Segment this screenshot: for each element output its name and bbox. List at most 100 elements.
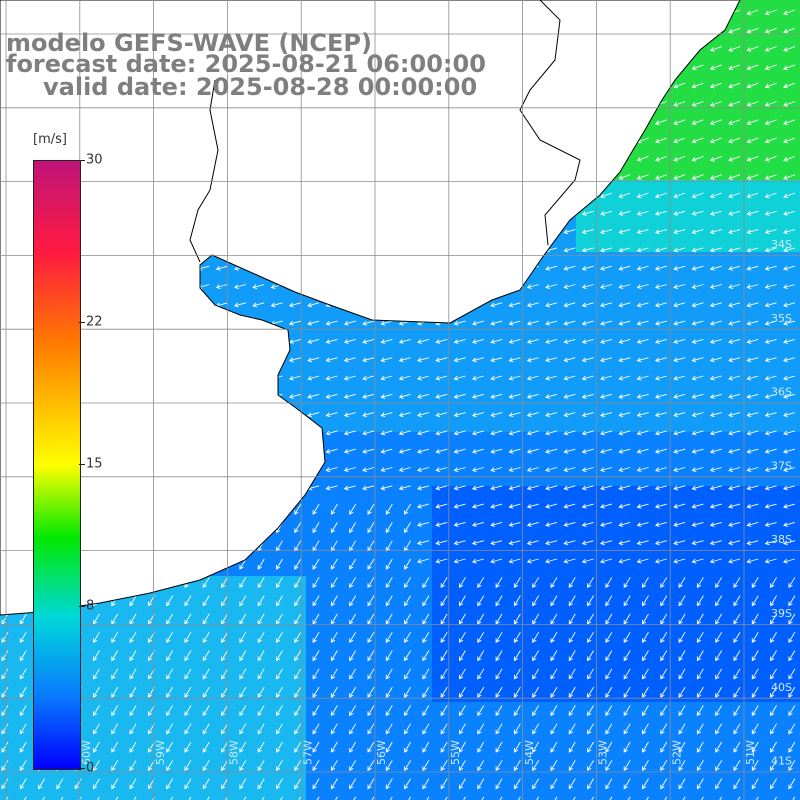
wind-arrow — [719, 796, 723, 800]
wind-arrow — [783, 247, 796, 253]
wind-arrow — [764, 174, 777, 180]
wind-arrow — [495, 595, 503, 607]
wind-arrow — [298, 796, 302, 800]
wind-arrow — [349, 503, 357, 515]
wind-arrow — [550, 595, 558, 607]
wind-arrow — [696, 595, 704, 607]
wind-arrow — [728, 448, 741, 454]
wind-arrow — [654, 467, 667, 473]
wind-arrow — [422, 577, 430, 589]
wind-arrow — [715, 741, 723, 753]
wind-arrow — [764, 101, 777, 107]
wind-arrow — [673, 192, 686, 199]
longitude-label: 51W — [744, 740, 757, 765]
wind-arrow — [770, 650, 777, 662]
wind-arrow — [550, 631, 558, 643]
wind-arrow — [536, 796, 540, 800]
wind-arrow — [673, 119, 686, 126]
wind-arrow — [202, 741, 210, 753]
longitude-label: 52W — [670, 740, 683, 765]
latitude-label: 36S — [771, 386, 792, 399]
wind-arrow — [508, 521, 521, 527]
longitude-label: 54W — [523, 740, 536, 765]
wind-arrow — [673, 210, 686, 216]
wind-arrow — [600, 265, 613, 271]
wind-arrow — [678, 650, 686, 662]
wind-arrow — [417, 540, 430, 546]
wind-arrow — [642, 595, 649, 607]
wind-arrow — [605, 723, 613, 735]
wind-arrow — [453, 503, 466, 509]
wind-arrow — [764, 9, 777, 16]
wind-arrow — [239, 705, 247, 717]
wind-arrow — [563, 247, 576, 253]
wind-arrow — [618, 174, 631, 180]
wind-arrow — [362, 375, 375, 381]
wind-arrow — [243, 796, 247, 800]
wind-arrow — [605, 631, 613, 643]
wind-arrow — [93, 631, 100, 643]
wind-arrow — [417, 448, 430, 454]
wind-arrow — [701, 796, 704, 800]
wind-arrow — [526, 302, 539, 308]
wind-arrow — [673, 430, 686, 436]
wind-arrow — [581, 448, 594, 454]
wind-arrow — [618, 521, 631, 527]
wind-arrow — [477, 577, 485, 589]
wind-arrow — [261, 796, 265, 800]
wind-arrow — [459, 631, 466, 643]
wind-arrow — [202, 760, 210, 772]
wind-arrow — [513, 595, 521, 607]
wind-arrow — [435, 485, 448, 491]
wind-arrow — [459, 613, 466, 625]
wind-arrow — [215, 265, 228, 271]
wind-arrow — [495, 760, 503, 772]
wind-arrow — [654, 320, 667, 326]
wind-arrow — [257, 558, 265, 570]
wind-arrow — [654, 448, 667, 454]
wind-arrow — [499, 796, 503, 800]
wind-arrow — [513, 778, 521, 790]
wind-arrow — [746, 503, 759, 509]
wind-arrow — [654, 302, 667, 308]
wind-arrow — [783, 320, 796, 326]
wind-arrow — [288, 320, 301, 326]
wind-arrow — [550, 760, 558, 772]
wind-arrow — [591, 796, 594, 800]
wind-arrow — [276, 631, 283, 643]
latitude-label: 34S — [771, 238, 792, 251]
wind-arrow — [563, 320, 576, 326]
wind-arrow — [587, 650, 594, 662]
wind-arrow — [343, 448, 356, 454]
wind-arrow — [654, 558, 667, 564]
wind-arrow — [202, 577, 210, 589]
wind-arrow — [783, 9, 796, 16]
wind-arrow — [435, 503, 448, 509]
wind-arrow — [751, 631, 759, 643]
wind-arrow — [495, 741, 503, 753]
wind-arrow — [513, 577, 521, 589]
wind-arrow — [642, 760, 649, 772]
wind-arrow — [554, 796, 558, 800]
wind-arrow — [673, 320, 686, 326]
wind-arrow — [733, 650, 741, 662]
wind-arrow — [764, 46, 777, 52]
wind-arrow — [654, 412, 667, 418]
wind-arrow — [385, 595, 393, 607]
wind-arrow — [623, 778, 631, 790]
wind-arrow — [550, 686, 558, 698]
wind-arrow — [129, 741, 137, 753]
wind-arrow — [568, 723, 576, 735]
wind-arrow — [783, 448, 796, 454]
wind-arrow — [380, 485, 393, 491]
wind-arrow — [404, 705, 411, 717]
wind-arrow — [435, 430, 448, 436]
wind-arrow — [600, 302, 613, 308]
wind-arrow — [532, 577, 540, 589]
wind-arrow — [276, 650, 283, 662]
wind-arrow — [349, 631, 357, 643]
wind-arrow — [417, 393, 430, 399]
wind-arrow — [93, 705, 100, 717]
wind-arrow — [623, 650, 631, 662]
wind-arrow — [422, 741, 430, 753]
